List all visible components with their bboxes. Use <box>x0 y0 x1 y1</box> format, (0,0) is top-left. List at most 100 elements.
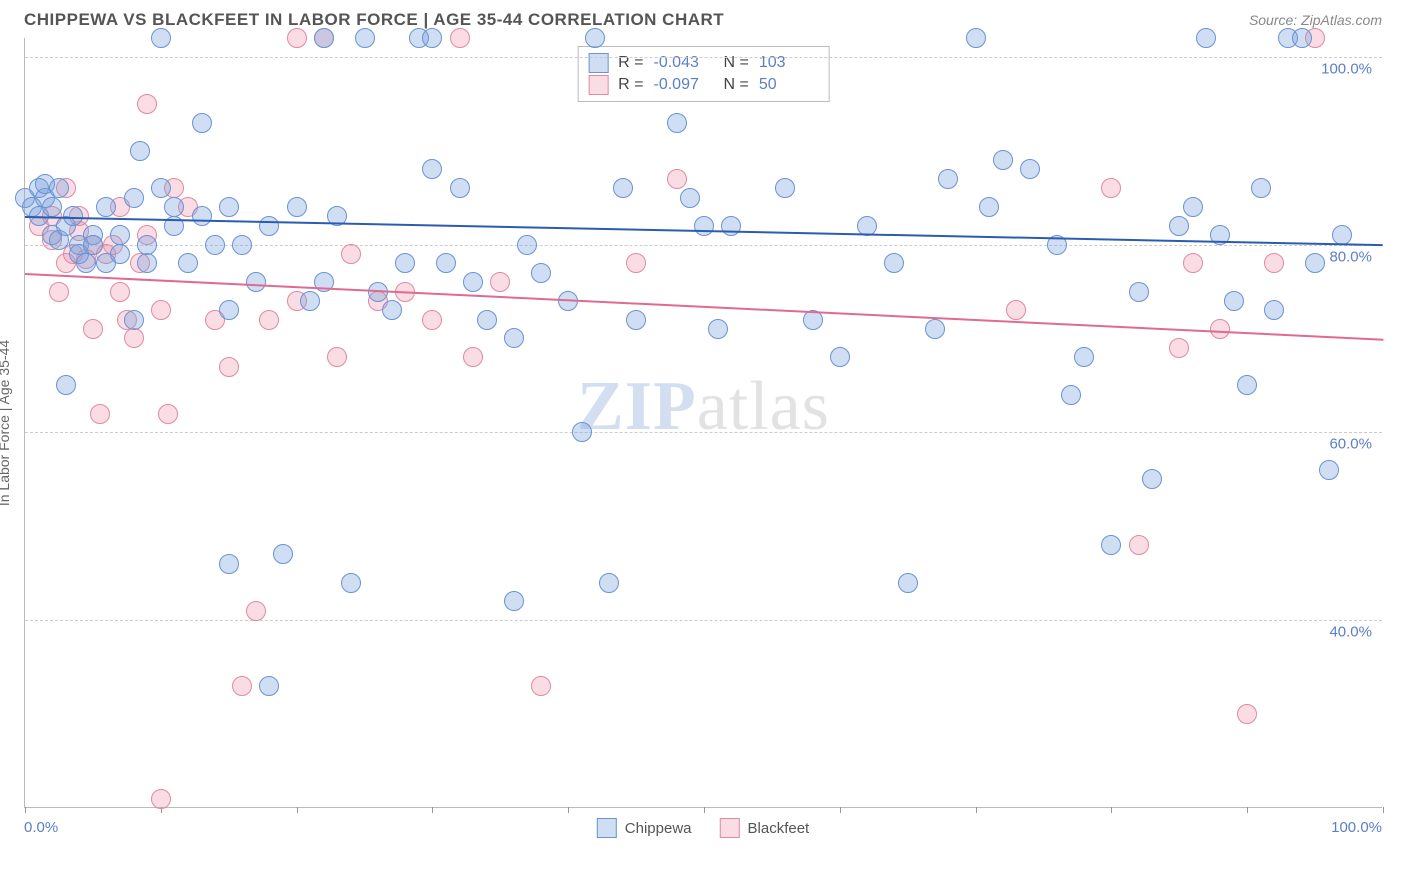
gridline-h <box>25 245 1382 246</box>
point-blackfeet <box>90 404 110 424</box>
x-tick <box>976 807 977 813</box>
point-blackfeet <box>137 94 157 114</box>
r-label: R = <box>618 76 643 94</box>
point-chippewa <box>450 178 470 198</box>
point-chippewa <box>151 178 171 198</box>
point-chippewa <box>1061 385 1081 405</box>
point-blackfeet <box>232 676 252 696</box>
point-chippewa <box>42 197 62 217</box>
point-chippewa <box>192 206 212 226</box>
x-axis-min-label: 0.0% <box>24 819 58 836</box>
legend-label-chippewa: Chippewa <box>625 820 692 837</box>
point-chippewa <box>1251 178 1271 198</box>
point-blackfeet <box>1237 704 1257 724</box>
point-chippewa <box>164 197 184 217</box>
point-chippewa <box>1292 28 1312 48</box>
point-blackfeet <box>1264 253 1284 273</box>
point-chippewa <box>124 310 144 330</box>
point-blackfeet <box>327 347 347 367</box>
x-tick <box>704 807 705 813</box>
point-chippewa <box>382 300 402 320</box>
point-chippewa <box>422 28 442 48</box>
point-chippewa <box>355 28 375 48</box>
point-chippewa <box>56 375 76 395</box>
point-chippewa <box>287 197 307 217</box>
point-chippewa <box>667 113 687 133</box>
legend-label-blackfeet: Blackfeet <box>748 820 810 837</box>
point-chippewa <box>395 253 415 273</box>
point-blackfeet <box>219 357 239 377</box>
point-chippewa <box>680 188 700 208</box>
stats-legend: R = -0.043 N = 103 R = -0.097 N = 50 <box>577 46 830 102</box>
point-chippewa <box>1101 535 1121 555</box>
point-chippewa <box>585 28 605 48</box>
point-blackfeet <box>83 319 103 339</box>
point-chippewa <box>232 235 252 255</box>
point-chippewa <box>1319 460 1339 480</box>
point-chippewa <box>219 554 239 574</box>
x-tick <box>432 807 433 813</box>
point-chippewa <box>1020 159 1040 179</box>
stats-row-blackfeet: R = -0.097 N = 50 <box>588 75 819 95</box>
point-chippewa <box>993 150 1013 170</box>
point-chippewa <box>775 178 795 198</box>
point-chippewa <box>517 235 537 255</box>
point-chippewa <box>49 178 69 198</box>
point-chippewa <box>708 319 728 339</box>
point-chippewa <box>76 253 96 273</box>
point-chippewa <box>694 216 714 236</box>
point-chippewa <box>613 178 633 198</box>
point-chippewa <box>477 310 497 330</box>
n-value-blackfeet: 50 <box>759 76 819 94</box>
point-chippewa <box>124 188 144 208</box>
point-blackfeet <box>110 282 130 302</box>
point-chippewa <box>300 291 320 311</box>
point-chippewa <box>219 300 239 320</box>
point-blackfeet <box>1210 319 1230 339</box>
point-blackfeet <box>124 328 144 348</box>
point-blackfeet <box>246 601 266 621</box>
point-chippewa <box>192 113 212 133</box>
point-chippewa <box>110 225 130 245</box>
point-blackfeet <box>341 244 361 264</box>
chart-title: CHIPPEWA VS BLACKFEET IN LABOR FORCE | A… <box>24 10 724 30</box>
point-chippewa <box>599 573 619 593</box>
point-blackfeet <box>490 272 510 292</box>
y-tick-label: 40.0% <box>1329 624 1372 641</box>
point-chippewa <box>938 169 958 189</box>
point-blackfeet <box>1101 178 1121 198</box>
point-chippewa <box>96 197 116 217</box>
chart-container: In Labor Force | Age 35-44 ZIPatlas R = … <box>24 38 1382 808</box>
point-chippewa <box>1142 469 1162 489</box>
swatch-blackfeet <box>588 75 608 95</box>
x-tick <box>568 807 569 813</box>
point-chippewa <box>1196 28 1216 48</box>
point-chippewa <box>1224 291 1244 311</box>
y-tick-label: 100.0% <box>1321 60 1372 77</box>
point-chippewa <box>273 544 293 564</box>
point-chippewa <box>246 272 266 292</box>
point-chippewa <box>979 197 999 217</box>
point-chippewa <box>531 263 551 283</box>
point-blackfeet <box>531 676 551 696</box>
point-chippewa <box>137 253 157 273</box>
point-blackfeet <box>667 169 687 189</box>
point-blackfeet <box>1183 253 1203 273</box>
point-chippewa <box>504 328 524 348</box>
point-blackfeet <box>463 347 483 367</box>
point-blackfeet <box>151 300 171 320</box>
point-chippewa <box>205 235 225 255</box>
x-tick <box>840 807 841 813</box>
point-chippewa <box>1305 253 1325 273</box>
point-chippewa <box>898 573 918 593</box>
point-chippewa <box>314 28 334 48</box>
point-chippewa <box>83 235 103 255</box>
point-chippewa <box>1183 197 1203 217</box>
point-chippewa <box>137 235 157 255</box>
watermark: ZIPatlas <box>577 367 830 447</box>
point-chippewa <box>572 422 592 442</box>
point-chippewa <box>259 216 279 236</box>
point-blackfeet <box>422 310 442 330</box>
y-tick-label: 80.0% <box>1329 248 1372 265</box>
point-chippewa <box>1074 347 1094 367</box>
